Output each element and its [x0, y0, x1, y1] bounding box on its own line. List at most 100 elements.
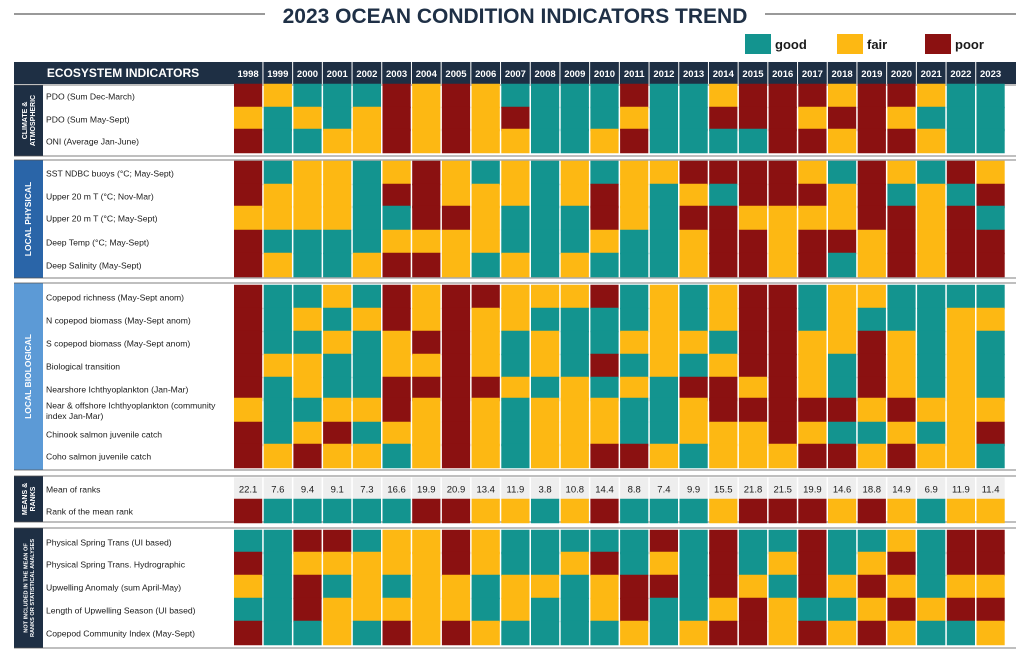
cell-fair [590, 229, 619, 255]
row-label: Copepod richness (May-Sept anom) [46, 293, 184, 303]
value-label-2016: 21.5 [773, 485, 792, 496]
row-label: Physical Spring Trans (UI based) [46, 538, 172, 548]
cell-fair [412, 597, 441, 623]
cell-fair [798, 353, 827, 379]
cell-fair [560, 443, 589, 469]
cell-good [352, 376, 381, 402]
cell-poor [441, 529, 471, 555]
cell-poor [976, 252, 1005, 278]
cell-poor [768, 83, 797, 109]
cell-good [590, 307, 619, 333]
cell-fair [917, 83, 946, 109]
cell-good [976, 284, 1005, 310]
group-label-line: NOT INCLUDED IN THE MEAN OF [23, 543, 29, 633]
cell-good [352, 183, 381, 209]
row-label: Biological transition [46, 362, 120, 372]
value-label-2012: 7.4 [657, 485, 670, 496]
cell-fair [828, 205, 857, 231]
cell-fair [768, 551, 797, 577]
cell-fair [798, 330, 827, 356]
cell-fair [857, 551, 886, 577]
value-label-2009: 10.8 [566, 485, 585, 496]
cell-poor [441, 106, 471, 132]
cell-poor [887, 397, 916, 423]
cell-good [590, 106, 619, 132]
cell-poor [709, 529, 738, 555]
value-label-2022: 11.9 [952, 485, 970, 496]
cell-fair [620, 106, 649, 132]
cell-good [620, 252, 649, 278]
cell-good [293, 620, 322, 646]
cell-fair [352, 106, 381, 132]
value-cell [412, 477, 441, 501]
cell-poor [412, 330, 441, 356]
cell-good [501, 551, 530, 577]
cell-fair [323, 183, 352, 209]
cell-poor [234, 252, 263, 278]
cell-poor [234, 229, 263, 255]
cell-good [352, 353, 381, 379]
cell-good [976, 106, 1005, 132]
cell-fair [471, 498, 500, 524]
cell-poor [738, 106, 768, 132]
value-label-2003: 16.6 [387, 485, 406, 496]
cell-fair [263, 353, 292, 379]
cell-fair [620, 620, 649, 646]
cell-good [887, 284, 916, 310]
cell-good [501, 620, 530, 646]
cell-good [649, 397, 678, 423]
cell-good [649, 183, 678, 209]
cell-poor [768, 376, 797, 402]
row-label-line: Near & offshore Ichthyoplankton (communi… [46, 401, 216, 411]
cell-good [501, 205, 530, 231]
year-label-2020: 2020 [891, 69, 912, 80]
cell-poor [323, 421, 352, 447]
cell-poor [234, 376, 263, 402]
year-label-2011: 2011 [624, 69, 645, 80]
cell-fair [441, 229, 471, 255]
cell-fair [828, 128, 857, 154]
value-cell [560, 477, 589, 501]
cell-poor [768, 498, 797, 524]
year-label-2022: 2022 [950, 69, 971, 80]
row-label: Near & offshore Ichthyoplankton (communi… [46, 401, 216, 422]
cell-fair [679, 397, 708, 423]
cell-fair [798, 421, 827, 447]
cell-fair [412, 421, 441, 447]
cell-fair [679, 421, 708, 447]
cell-fair [323, 597, 352, 623]
cell-poor [738, 160, 768, 186]
cell-good [263, 597, 292, 623]
cell-good [798, 284, 827, 310]
cell-good [531, 205, 560, 231]
cell-fair [441, 252, 471, 278]
cell-poor [709, 160, 738, 186]
cell-poor [234, 498, 263, 524]
row-label: PDO (Sum Dec-March) [46, 92, 135, 102]
cell-good [293, 498, 322, 524]
cell-fair [679, 252, 708, 278]
year-label-2019: 2019 [861, 69, 882, 80]
cell-good [917, 106, 946, 132]
cell-fair [828, 620, 857, 646]
cell-good [560, 597, 589, 623]
cell-poor [709, 376, 738, 402]
cell-good [293, 330, 322, 356]
cell-poor [234, 353, 263, 379]
year-label-2015: 2015 [742, 69, 764, 80]
cell-poor [798, 183, 827, 209]
value-cell [946, 477, 975, 501]
cell-fair [560, 551, 589, 577]
cell-fair [323, 551, 352, 577]
cell-poor [382, 128, 411, 154]
cell-fair [352, 397, 381, 423]
value-label-2021: 6.9 [925, 485, 938, 496]
cell-fair [471, 397, 500, 423]
legend-label-poor: poor [955, 37, 984, 52]
cell-good [263, 160, 292, 186]
cell-poor [412, 498, 441, 524]
cell-fair [917, 229, 946, 255]
group-label-line: MEANS & [22, 483, 29, 515]
cell-good [828, 160, 857, 186]
cell-fair [946, 307, 975, 333]
